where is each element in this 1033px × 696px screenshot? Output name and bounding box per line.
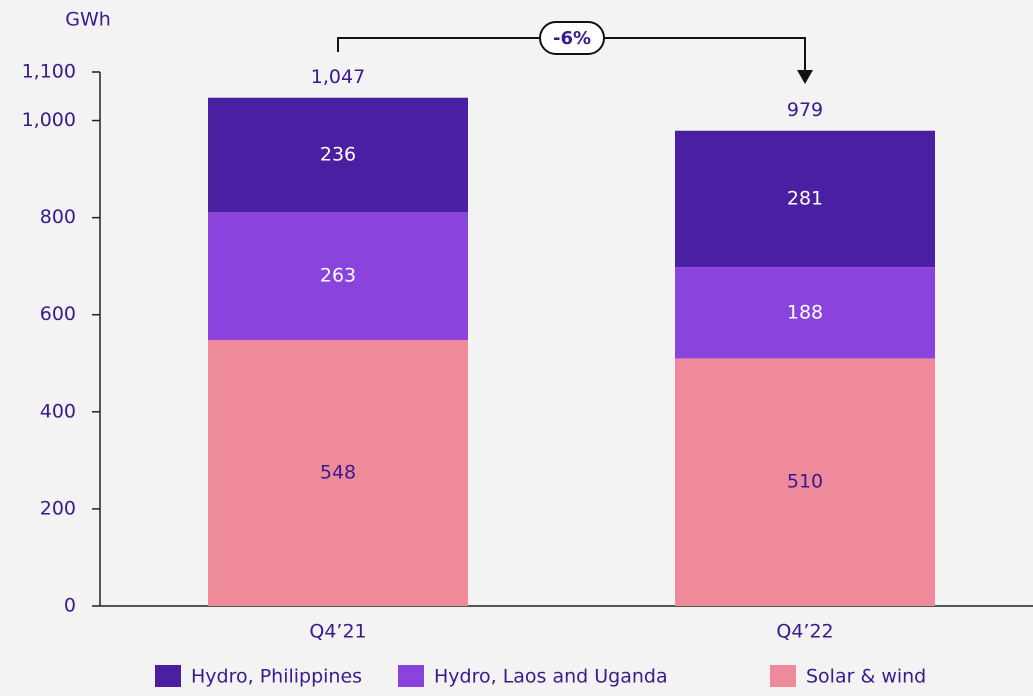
bar-segment [208,212,468,340]
bar-segment [675,358,935,606]
bar-segment [675,267,935,359]
bar-segment [208,97,468,213]
segment-label: 236 [320,144,356,166]
y-tick-label: 1,000 [22,109,76,131]
y-tick-label: 0 [64,595,76,617]
segment-label: 281 [787,187,823,209]
y-tick-label: 400 [40,400,76,422]
segment-label: 188 [787,301,823,323]
total-label: 1,047 [311,66,365,88]
annotation: -6% [553,28,591,49]
legend-swatch [770,665,796,687]
x-tick-label: Q4’22 [776,621,833,643]
y-tick-label: 1,100 [22,61,76,83]
legend-swatch [155,665,181,687]
total-label: 979 [787,99,823,121]
legend-label: Hydro, Philippines [191,666,362,688]
bar-segment [675,130,935,268]
change-bracket [337,37,806,72]
bar-segment [208,339,468,606]
legend-swatch [398,665,424,687]
y-tick-label: 200 [40,497,76,519]
segment-label: 263 [320,265,356,287]
x-tick-label: Q4’21 [309,621,366,643]
segment-label: 548 [320,461,356,483]
segment-label: 510 [787,471,823,493]
y-axis-label: GWh [65,9,111,31]
annotation-box [539,21,605,55]
legend-label: Solar & wind [806,666,926,688]
arrow-head [797,70,813,84]
y-tick-label: 800 [40,206,76,228]
legend-label: Hydro, Laos and Uganda [434,666,668,688]
y-tick-label: 600 [40,303,76,325]
